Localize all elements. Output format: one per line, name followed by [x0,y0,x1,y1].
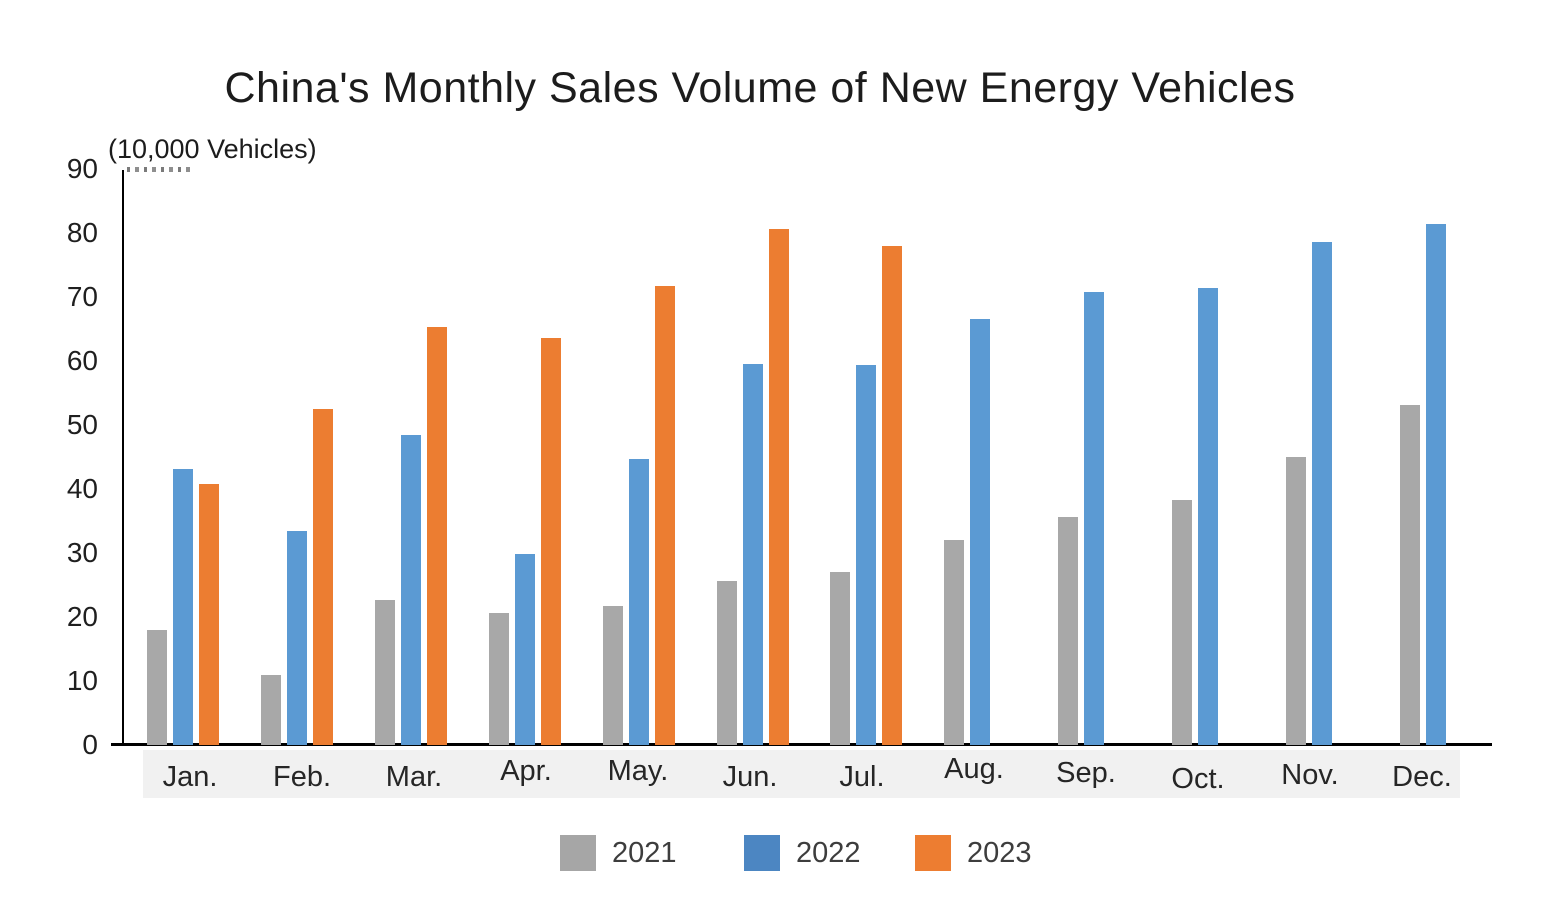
bar-2021-apr [488,613,509,745]
x-label-may: May. [607,755,669,787]
chart-legend: 2021 2022 2023 [0,833,1546,873]
legend-swatch-2021 [560,835,596,871]
y-tick-label-90: 90 [66,153,98,184]
y-tick-label-70: 70 [66,281,98,312]
x-label-dec: Dec. [1392,761,1452,793]
x-label-jan: Jan. [162,761,218,793]
bar-2023-jun [768,229,789,745]
y-axis-unit-label: (10,000 Vehicles) [108,134,317,164]
bar-2021-jul [830,571,851,745]
bar-2021-oct [1172,499,1193,745]
legend-label-2023: 2023 [967,837,1032,869]
bar-2021-jun [716,581,737,745]
bar-2023-feb [312,409,333,745]
bar-2022-jun [742,363,763,745]
chart-title: China's Monthly Sales Volume of New Ener… [224,64,1296,112]
bar-2022-jan [173,469,193,745]
bar-2021-dec [1399,405,1420,745]
legend-label-2022: 2022 [796,837,861,869]
y-tick-label-20: 20 [66,601,98,632]
x-label-sep: Sep. [1056,757,1116,789]
bar-2022-apr [514,553,535,745]
y-tick-label-80: 80 [66,217,98,248]
bar-2023-apr [540,337,561,745]
bar-2023-may [654,286,675,745]
x-axis-line [111,743,1492,746]
x-label-mar: Mar. [385,761,443,793]
bar-2021-aug [944,539,965,745]
y-tick-label-50: 50 [66,409,98,440]
bar-2023-jul [882,245,903,745]
legend-item-2023: 2023 [915,833,1032,873]
y-tick-label-30: 30 [66,537,98,568]
y-tick-label-60: 60 [66,345,98,376]
bar-2022-dec [1425,224,1446,745]
bar-2021-sep [1058,516,1079,745]
bar-2022-sep [1084,291,1105,745]
x-label-oct: Oct. [1171,763,1225,795]
x-label-aug: Aug. [944,753,1004,785]
bar-2021-may [602,606,623,745]
x-label-apr: Apr. [500,755,552,787]
bar-2021-feb [260,674,281,745]
bar-2021-mar [374,600,395,745]
legend-swatch-2023 [915,835,951,871]
y-axis-line [122,170,124,745]
legend-item-2021: 2021 [560,833,677,873]
legend-swatch-2022 [744,835,780,871]
bar-2022-feb [286,531,307,745]
tiny-illegible-text-artifact [127,167,193,172]
bar-2022-nov [1312,241,1332,745]
bar-2022-mar [400,435,421,745]
bar-2022-aug [970,318,991,745]
x-label-jul: Jul. [839,761,885,793]
x-axis-label-strip [143,750,1460,798]
x-label-feb: Feb. [272,761,332,793]
y-tick-label-0: 0 [82,729,98,760]
bar-2021-nov [1286,457,1306,745]
bar-2021-jan [147,630,167,745]
x-label-nov: Nov. [1281,759,1339,791]
legend-item-2022: 2022 [744,833,861,873]
bar-2022-jul [856,365,877,745]
bar-2022-oct [1198,288,1219,745]
y-tick-label-10: 10 [66,665,98,696]
bar-2022-may [628,458,649,745]
y-tick-label-40: 40 [66,473,98,504]
bar-2023-mar [426,327,447,745]
x-label-jun: Jun. [722,761,778,793]
bar-2023-jan [199,483,219,745]
legend-label-2021: 2021 [612,837,677,869]
